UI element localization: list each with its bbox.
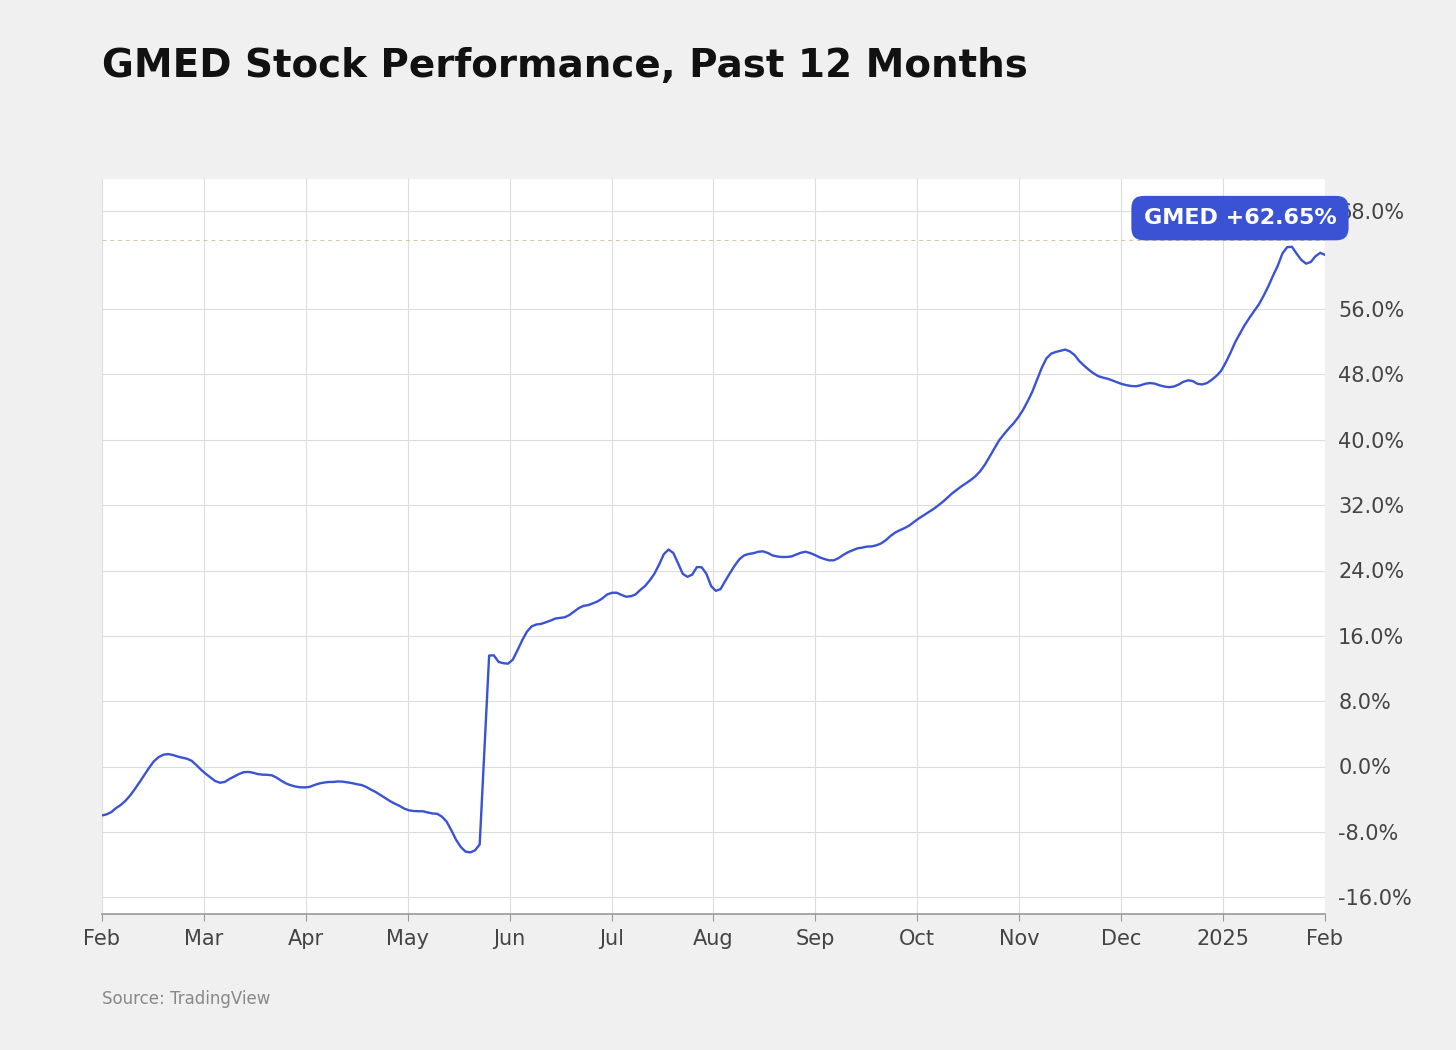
Text: GMED Stock Performance, Past 12 Months: GMED Stock Performance, Past 12 Months [102,47,1028,85]
Text: GMED +62.65%: GMED +62.65% [1143,208,1337,228]
Text: Source: TradingView: Source: TradingView [102,990,271,1008]
